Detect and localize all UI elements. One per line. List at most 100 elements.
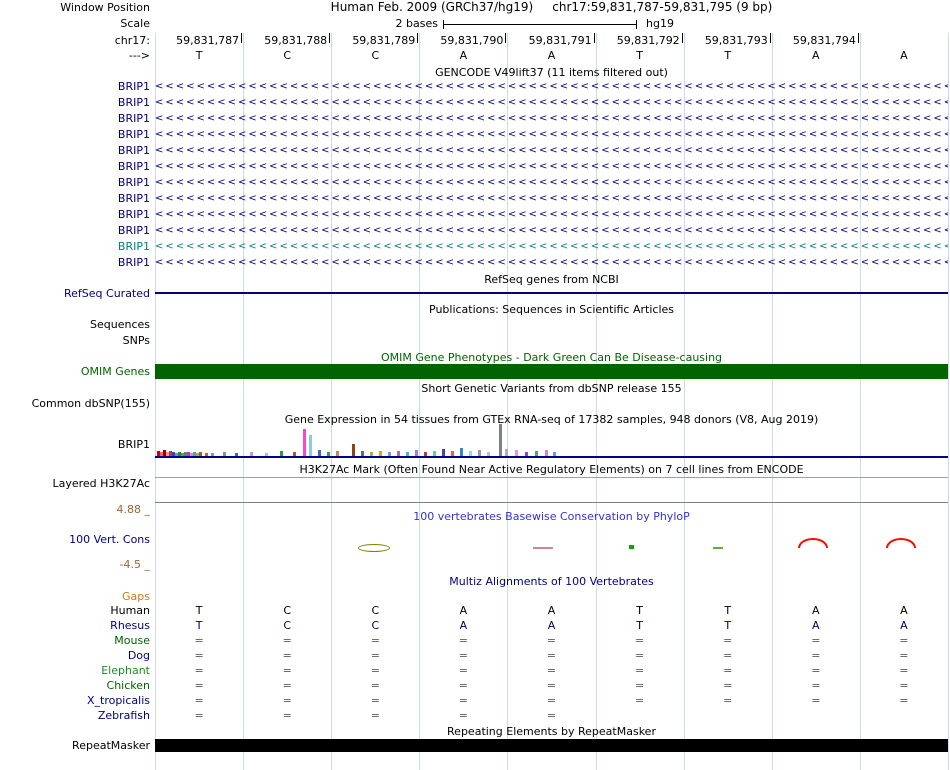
- species-label[interactable]: Dog: [127, 649, 150, 662]
- gene-model[interactable]: <<<<<<<<<<<<<<<<<<<<<<<<<<<<<<<<<<<<<<<<…: [155, 193, 948, 204]
- conservation-ellipse[interactable]: [358, 544, 390, 552]
- gtex-bar[interactable]: [487, 452, 490, 456]
- gene-model[interactable]: <<<<<<<<<<<<<<<<<<<<<<<<<<<<<<<<<<<<<<<<…: [155, 97, 948, 108]
- gtex-bar[interactable]: [388, 452, 391, 456]
- gtex-bar[interactable]: [499, 424, 502, 456]
- gtex-bar[interactable]: [433, 451, 436, 456]
- gtex-bar[interactable]: [535, 451, 538, 456]
- conservation-arch[interactable]: [798, 538, 828, 548]
- gene-model[interactable]: <<<<<<<<<<<<<<<<<<<<<<<<<<<<<<<<<<<<<<<<…: [155, 177, 948, 188]
- gtex-bar[interactable]: [265, 453, 268, 456]
- gtex-bar[interactable]: [352, 444, 355, 456]
- gene-label[interactable]: BRIP1: [117, 192, 150, 205]
- gtex-bar[interactable]: [205, 453, 208, 456]
- gtex-bar[interactable]: [318, 450, 321, 456]
- species-label[interactable]: Mouse: [114, 634, 150, 647]
- gene-model[interactable]: <<<<<<<<<<<<<<<<<<<<<<<<<<<<<<<<<<<<<<<<…: [155, 129, 948, 140]
- gtex-bar[interactable]: [478, 450, 481, 456]
- species-label[interactable]: Zebrafish: [97, 709, 150, 722]
- gtex-bar[interactable]: [163, 450, 166, 456]
- gtex-bar[interactable]: [515, 450, 518, 456]
- gene-model[interactable]: <<<<<<<<<<<<<<<<<<<<<<<<<<<<<<<<<<<<<<<<…: [155, 161, 948, 172]
- species-label[interactable]: Rhesus: [110, 619, 150, 632]
- gtex-bar[interactable]: [406, 452, 409, 456]
- conservation-dash[interactable]: [713, 547, 723, 549]
- gtex-bar[interactable]: [235, 453, 238, 456]
- gtex-bar[interactable]: [181, 453, 184, 456]
- gene-model[interactable]: <<<<<<<<<<<<<<<<<<<<<<<<<<<<<<<<<<<<<<<<…: [155, 145, 948, 156]
- gtex-bar[interactable]: [460, 448, 463, 456]
- gtex-bar[interactable]: [370, 452, 373, 456]
- repeatmasker-bar[interactable]: [155, 739, 948, 752]
- gtex-bar[interactable]: [211, 453, 214, 456]
- gtex-bar[interactable]: [553, 452, 556, 456]
- gtex-bar[interactable]: [545, 450, 548, 456]
- conservation-mark[interactable]: [629, 545, 634, 549]
- gtex-bar[interactable]: [451, 451, 454, 456]
- gene-model[interactable]: <<<<<<<<<<<<<<<<<<<<<<<<<<<<<<<<<<<<<<<<…: [155, 241, 948, 252]
- sequences-label[interactable]: Sequences: [90, 318, 150, 331]
- gene-model[interactable]: <<<<<<<<<<<<<<<<<<<<<<<<<<<<<<<<<<<<<<<<…: [155, 257, 948, 268]
- gtex-bar[interactable]: [172, 452, 175, 456]
- gtex-gene-label[interactable]: BRIP1: [117, 438, 150, 451]
- gene-label[interactable]: BRIP1: [117, 96, 150, 109]
- conservation-arch[interactable]: [886, 538, 916, 548]
- gene-label[interactable]: BRIP1: [117, 256, 150, 269]
- omim-gene-bar[interactable]: [155, 364, 948, 379]
- gene-label[interactable]: BRIP1: [117, 240, 150, 253]
- omim-genes-label[interactable]: OMIM Genes: [80, 365, 150, 378]
- gtex-bar[interactable]: [190, 453, 193, 456]
- gtex-bar[interactable]: [424, 452, 427, 456]
- gtex-bar[interactable]: [184, 452, 187, 456]
- gtex-bar[interactable]: [169, 451, 172, 456]
- gtex-bar[interactable]: [525, 452, 528, 456]
- gtex-bar[interactable]: [442, 449, 445, 456]
- species-label[interactable]: X_tropicalis: [86, 694, 150, 707]
- gtex-bar[interactable]: [336, 451, 339, 456]
- gtex-bar[interactable]: [178, 452, 181, 456]
- repeatmasker-label[interactable]: RepeatMasker: [72, 739, 150, 752]
- gtex-bar[interactable]: [175, 453, 178, 456]
- gene-model[interactable]: <<<<<<<<<<<<<<<<<<<<<<<<<<<<<<<<<<<<<<<<…: [155, 225, 948, 236]
- gene-label[interactable]: BRIP1: [117, 224, 150, 237]
- gene-label[interactable]: BRIP1: [117, 128, 150, 141]
- gtex-bar[interactable]: [157, 451, 160, 456]
- gene-label[interactable]: BRIP1: [117, 80, 150, 93]
- species-label[interactable]: Elephant: [101, 664, 150, 677]
- gaps-label[interactable]: Gaps: [122, 590, 150, 603]
- gtex-bar[interactable]: [166, 452, 169, 456]
- dbsnp-label[interactable]: Common dbSNP(155): [31, 397, 150, 410]
- gtex-bar[interactable]: [193, 452, 196, 456]
- conservation-dash[interactable]: [533, 547, 553, 549]
- gtex-bar[interactable]: [361, 451, 364, 456]
- gtex-bar[interactable]: [196, 453, 199, 456]
- refseq-curated-label[interactable]: RefSeq Curated: [64, 287, 150, 300]
- h3k27ac-label[interactable]: Layered H3K27Ac: [52, 477, 150, 490]
- gtex-bar[interactable]: [160, 452, 163, 456]
- gene-label[interactable]: BRIP1: [117, 160, 150, 173]
- species-label[interactable]: Chicken: [106, 679, 150, 692]
- gtex-bar[interactable]: [199, 452, 202, 456]
- gene-label[interactable]: BRIP1: [117, 144, 150, 157]
- gene-label[interactable]: BRIP1: [117, 112, 150, 125]
- gtex-bar[interactable]: [223, 452, 226, 456]
- gtex-bar[interactable]: [293, 452, 296, 456]
- gene-label[interactable]: BRIP1: [117, 208, 150, 221]
- gtex-bar[interactable]: [250, 452, 253, 456]
- gtex-bar[interactable]: [309, 435, 312, 456]
- refseq-gene-line[interactable]: [155, 292, 948, 294]
- gtex-bar[interactable]: [397, 451, 400, 456]
- snps-label[interactable]: SNPs: [122, 334, 150, 347]
- gene-model[interactable]: <<<<<<<<<<<<<<<<<<<<<<<<<<<<<<<<<<<<<<<<…: [155, 113, 948, 124]
- gene-label[interactable]: BRIP1: [117, 176, 150, 189]
- gtex-bar[interactable]: [280, 451, 283, 456]
- gene-model[interactable]: <<<<<<<<<<<<<<<<<<<<<<<<<<<<<<<<<<<<<<<<…: [155, 209, 948, 220]
- gtex-bar[interactable]: [379, 451, 382, 456]
- conservation-track-label[interactable]: 100 Vert. Cons: [69, 533, 150, 546]
- species-label[interactable]: Human: [110, 604, 150, 617]
- gtex-bar[interactable]: [469, 451, 472, 456]
- gtex-bar[interactable]: [415, 450, 418, 456]
- gtex-bar[interactable]: [303, 429, 306, 456]
- gtex-bar[interactable]: [327, 452, 330, 456]
- gtex-bar[interactable]: [187, 452, 190, 456]
